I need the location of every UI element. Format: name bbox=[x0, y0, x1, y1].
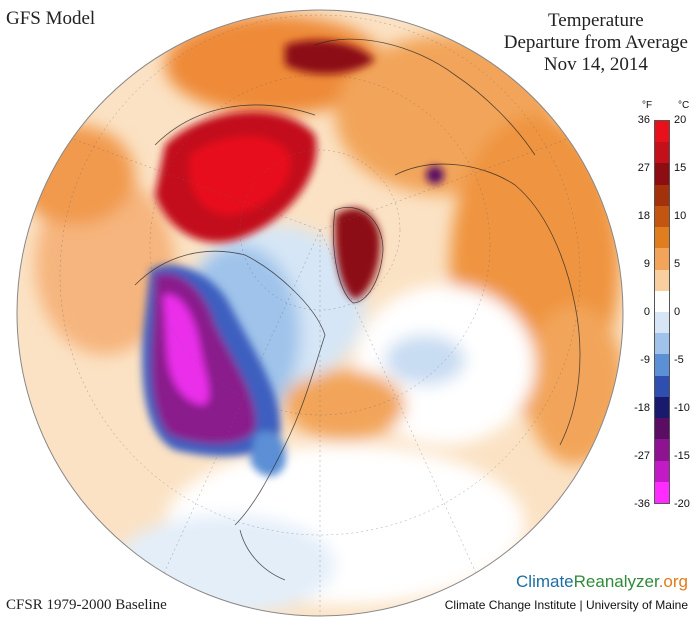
legend-tick-f: -9 bbox=[640, 354, 650, 366]
legend-tick-c: 5 bbox=[674, 258, 681, 270]
legend-unit-c: °C bbox=[678, 100, 690, 111]
legend-tick-f: 0 bbox=[643, 306, 650, 318]
brand-logo[interactable]: ClimateReanalyzer.org bbox=[516, 572, 688, 592]
legend-tick-c: 15 bbox=[674, 162, 687, 174]
legend-tick-f: -18 bbox=[634, 402, 650, 414]
institute-credit: Climate Change Institute | University of… bbox=[444, 598, 688, 612]
legend-swatch bbox=[655, 142, 669, 164]
globe-map[interactable] bbox=[15, 5, 635, 622]
legend-swatch bbox=[655, 269, 669, 291]
brand-climate: Climate bbox=[516, 572, 574, 591]
model-label: GFS Model bbox=[6, 8, 96, 29]
brand-reanalyzer: Reanalyzer bbox=[573, 572, 659, 591]
brand-org: .org bbox=[658, 572, 688, 591]
legend-tick-c: -5 bbox=[674, 354, 684, 366]
legend-color-bar bbox=[654, 120, 670, 504]
legend-tick-f: 18 bbox=[637, 210, 650, 222]
legend-tick-c: 20 bbox=[674, 114, 687, 126]
graticule bbox=[34, 14, 606, 616]
baseline-label: CFSR 1979-2000 Baseline bbox=[6, 597, 167, 613]
legend-swatch bbox=[655, 163, 669, 185]
legend-swatch bbox=[655, 248, 669, 270]
color-legend: °F °C 36 20 27 15 18 10 9 5 0 0 -9 -5 -18 -10 -27 -15 -3… bbox=[628, 100, 698, 510]
legend-swatch bbox=[655, 290, 669, 312]
legend-swatch bbox=[655, 205, 669, 228]
legend-swatch bbox=[655, 375, 669, 397]
legend-tick-f: 9 bbox=[643, 258, 650, 270]
legend-tick-c: -10 bbox=[674, 402, 690, 414]
legend-tick-f: -27 bbox=[634, 450, 650, 462]
legend-swatch bbox=[655, 311, 669, 334]
legend-unit-f: °F bbox=[642, 100, 653, 111]
globe-outline bbox=[16, 9, 624, 617]
title-line-2: Departure from Average bbox=[503, 32, 688, 53]
legend-swatch bbox=[655, 121, 669, 143]
legend-tick-c: 0 bbox=[674, 306, 681, 318]
title-date: Nov 14, 2014 bbox=[543, 54, 648, 75]
legend-swatch bbox=[655, 354, 669, 376]
greenland-hot-anomaly bbox=[334, 207, 381, 300]
legend-swatch bbox=[655, 481, 669, 503]
legend-swatch bbox=[655, 396, 669, 419]
legend-tick-f: 36 bbox=[637, 114, 650, 126]
legend-swatch bbox=[655, 418, 669, 440]
legend-tick-c: -15 bbox=[674, 450, 690, 462]
legend-tick-c: -20 bbox=[674, 498, 690, 510]
legend-swatch bbox=[655, 460, 669, 482]
legend-swatch bbox=[655, 333, 669, 355]
globe-svg bbox=[16, 9, 624, 617]
legend-tick-c: 10 bbox=[674, 210, 687, 222]
legend-swatch bbox=[655, 227, 669, 249]
legend-tick-f: -36 bbox=[634, 498, 650, 510]
legend-swatch bbox=[655, 439, 669, 461]
title-line-1: Temperature bbox=[547, 10, 644, 31]
legend-tick-f: 27 bbox=[637, 162, 650, 174]
coastlines bbox=[134, 38, 581, 581]
arctic-warm-anomaly bbox=[165, 15, 385, 115]
map-title: Temperature Departure from Average Nov 1… bbox=[504, 10, 688, 76]
legend-swatch bbox=[655, 184, 669, 206]
